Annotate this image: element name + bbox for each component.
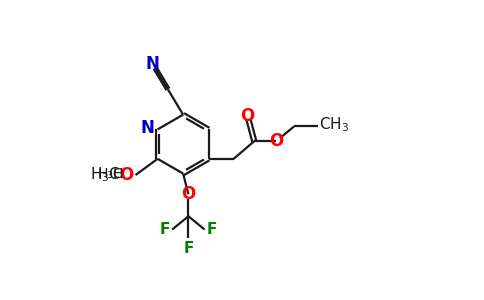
Text: H₃C: H₃C	[97, 167, 123, 181]
Text: F: F	[183, 241, 194, 256]
Text: O: O	[182, 185, 196, 203]
Text: N: N	[140, 119, 154, 137]
Text: O: O	[240, 107, 254, 125]
Text: O: O	[119, 166, 133, 184]
Text: F: F	[207, 222, 217, 237]
Text: $\mathregular{CH_3}$: $\mathregular{CH_3}$	[319, 116, 349, 134]
Text: O: O	[269, 132, 284, 150]
Text: $\mathregular{H_3C}$: $\mathregular{H_3C}$	[90, 166, 120, 184]
Text: F: F	[160, 222, 170, 237]
Text: H: H	[113, 167, 123, 181]
Text: N: N	[146, 55, 160, 73]
